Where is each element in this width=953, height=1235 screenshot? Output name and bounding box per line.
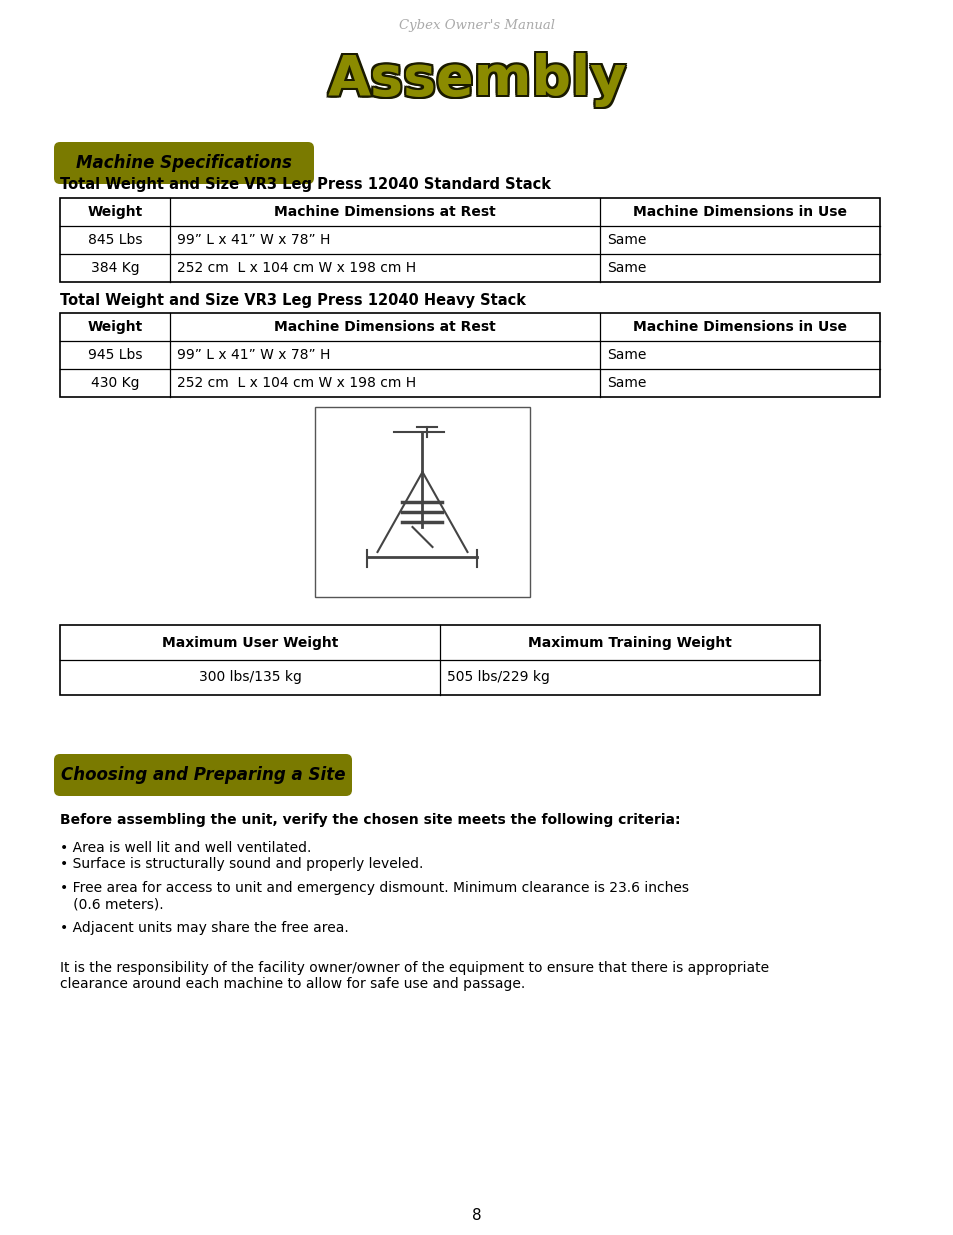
Text: Same: Same [606, 233, 646, 247]
Bar [60, 312, 879, 396]
Text: 8: 8 [472, 1208, 481, 1223]
Text: Assembly: Assembly [327, 53, 626, 107]
Text: Machine Dimensions at Rest: Machine Dimensions at Rest [274, 320, 496, 333]
Text: Assembly: Assembly [325, 56, 624, 109]
Text: 300 lbs/135 kg: 300 lbs/135 kg [198, 671, 301, 684]
Text: Assembly: Assembly [325, 51, 624, 105]
Text: • Area is well lit and well ventilated.: • Area is well lit and well ventilated. [60, 841, 311, 855]
Text: Machine Dimensions at Rest: Machine Dimensions at Rest [274, 205, 496, 219]
Text: (0.6 meters).: (0.6 meters). [60, 897, 164, 911]
Text: 845 Lbs: 845 Lbs [88, 233, 142, 247]
Text: Maximum Training Weight: Maximum Training Weight [528, 636, 731, 650]
Text: • Adjacent units may share the free area.: • Adjacent units may share the free area… [60, 921, 349, 935]
Text: 505 lbs/229 kg: 505 lbs/229 kg [447, 671, 549, 684]
Text: Maximum User Weight: Maximum User Weight [162, 636, 337, 650]
Text: Before assembling the unit, verify the chosen site meets the following criteria:: Before assembling the unit, verify the c… [60, 813, 679, 827]
Text: Total Weight and Size VR3 Leg Press 12040 Heavy Stack: Total Weight and Size VR3 Leg Press 1204… [60, 293, 525, 308]
Text: Same: Same [606, 375, 646, 390]
Bar [60, 312, 879, 396]
Text: Assembly: Assembly [329, 53, 628, 107]
Text: Assembly: Assembly [327, 51, 626, 105]
Bar [60, 625, 820, 695]
Text: Cybex Owner's Manual: Cybex Owner's Manual [398, 19, 555, 32]
Text: Assembly: Assembly [326, 52, 625, 106]
Text: Machine Dimensions in Use: Machine Dimensions in Use [633, 320, 846, 333]
Text: Assembly: Assembly [327, 56, 626, 109]
FancyBboxPatch shape [54, 142, 314, 184]
FancyBboxPatch shape [54, 755, 352, 797]
Bar [60, 198, 879, 282]
Text: • Free area for access to unit and emergency dismount. Minimum clearance is 23.6: • Free area for access to unit and emerg… [60, 881, 688, 895]
Text: Assembly: Assembly [328, 52, 627, 106]
Text: Weight: Weight [88, 205, 143, 219]
Text: 99” L x 41” W x 78” H: 99” L x 41” W x 78” H [177, 233, 330, 247]
Text: Machine Specifications: Machine Specifications [76, 154, 292, 172]
Text: Assembly: Assembly [328, 54, 627, 107]
Text: Choosing and Preparing a Site: Choosing and Preparing a Site [61, 766, 345, 784]
Text: • Surface is structurally sound and properly leveled.: • Surface is structurally sound and prop… [60, 857, 423, 871]
Text: 252 cm  L x 104 cm W x 198 cm H: 252 cm L x 104 cm W x 198 cm H [177, 261, 416, 275]
Text: Same: Same [606, 348, 646, 362]
Bar [60, 198, 879, 282]
Text: Weight: Weight [88, 320, 143, 333]
Bar [314, 408, 530, 597]
Text: Machine Dimensions in Use: Machine Dimensions in Use [633, 205, 846, 219]
Text: Assembly: Assembly [329, 51, 628, 105]
Text: 430 Kg: 430 Kg [91, 375, 139, 390]
Text: Assembly: Assembly [325, 53, 624, 107]
Text: 252 cm  L x 104 cm W x 198 cm H: 252 cm L x 104 cm W x 198 cm H [177, 375, 416, 390]
Text: 99” L x 41” W x 78” H: 99” L x 41” W x 78” H [177, 348, 330, 362]
Text: It is the responsibility of the facility owner/owner of the equipment to ensure : It is the responsibility of the facility… [60, 961, 768, 974]
Text: clearance around each machine to allow for safe use and passage.: clearance around each machine to allow f… [60, 977, 525, 990]
Text: Assembly: Assembly [329, 56, 628, 109]
Text: Total Weight and Size VR3 Leg Press 12040 Standard Stack: Total Weight and Size VR3 Leg Press 1204… [60, 178, 551, 193]
Text: 945 Lbs: 945 Lbs [88, 348, 142, 362]
Text: Assembly: Assembly [326, 54, 625, 107]
Text: Same: Same [606, 261, 646, 275]
Text: 384 Kg: 384 Kg [91, 261, 139, 275]
Bar [60, 625, 820, 695]
